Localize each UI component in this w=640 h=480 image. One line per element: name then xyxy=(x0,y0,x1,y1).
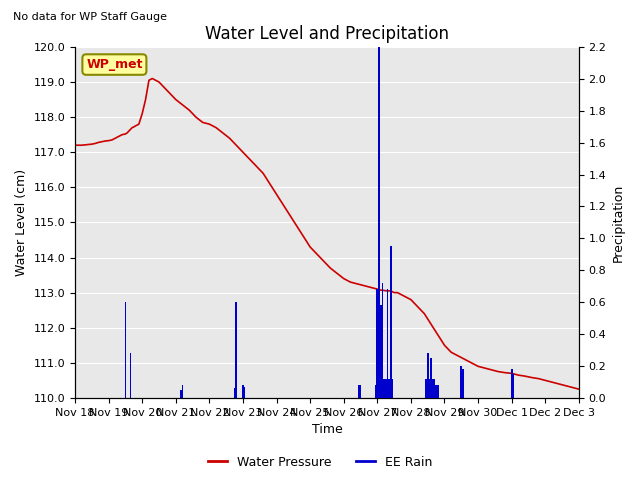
Text: WP_met: WP_met xyxy=(86,58,143,71)
Bar xyxy=(381,283,383,398)
X-axis label: Time: Time xyxy=(312,423,342,436)
Bar xyxy=(384,379,385,398)
Bar xyxy=(130,353,131,398)
Y-axis label: Precipitation: Precipitation xyxy=(612,183,625,262)
Bar xyxy=(430,358,432,398)
Bar xyxy=(180,390,182,398)
Bar xyxy=(387,289,388,398)
Bar xyxy=(380,305,381,398)
Text: No data for WP Staff Gauge: No data for WP Staff Gauge xyxy=(13,12,167,22)
Bar xyxy=(511,369,513,398)
Bar xyxy=(383,379,384,398)
Bar xyxy=(381,379,382,398)
Bar xyxy=(125,302,126,398)
Bar xyxy=(427,353,429,398)
Bar xyxy=(375,385,376,398)
Bar xyxy=(513,374,514,398)
Bar xyxy=(437,385,438,398)
Bar xyxy=(358,385,360,398)
Bar xyxy=(432,379,433,398)
Bar xyxy=(435,385,437,398)
Legend: Water Pressure, EE Rain: Water Pressure, EE Rain xyxy=(203,451,437,474)
Bar xyxy=(425,379,427,398)
Bar xyxy=(385,379,387,398)
Bar xyxy=(383,379,385,398)
Bar xyxy=(378,47,380,398)
Bar xyxy=(388,379,390,398)
Bar xyxy=(236,302,237,398)
Bar xyxy=(182,385,183,398)
Y-axis label: Water Level (cm): Water Level (cm) xyxy=(15,169,28,276)
Bar xyxy=(360,385,362,398)
Bar xyxy=(390,246,392,398)
Bar xyxy=(376,289,378,398)
Bar xyxy=(392,379,393,398)
Bar xyxy=(234,388,236,398)
Title: Water Level and Precipitation: Water Level and Precipitation xyxy=(205,24,449,43)
Bar xyxy=(429,379,430,398)
Bar xyxy=(244,387,246,398)
Bar xyxy=(462,369,464,398)
Bar xyxy=(460,366,462,398)
Bar xyxy=(242,385,244,398)
Bar xyxy=(433,379,435,398)
